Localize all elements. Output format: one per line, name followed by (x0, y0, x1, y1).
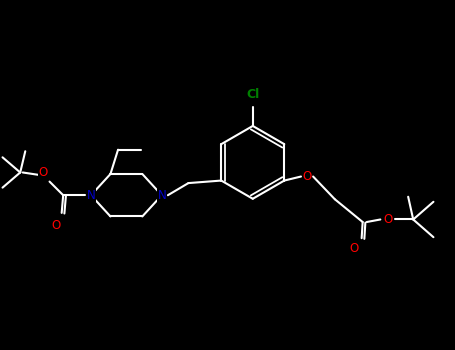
Text: O: O (303, 170, 312, 183)
Text: N: N (86, 189, 96, 202)
Text: O: O (349, 242, 358, 255)
Text: Cl: Cl (246, 88, 259, 100)
Text: N: N (157, 189, 166, 202)
Text: O: O (38, 166, 48, 179)
Text: O: O (51, 219, 60, 232)
Text: O: O (383, 213, 393, 226)
